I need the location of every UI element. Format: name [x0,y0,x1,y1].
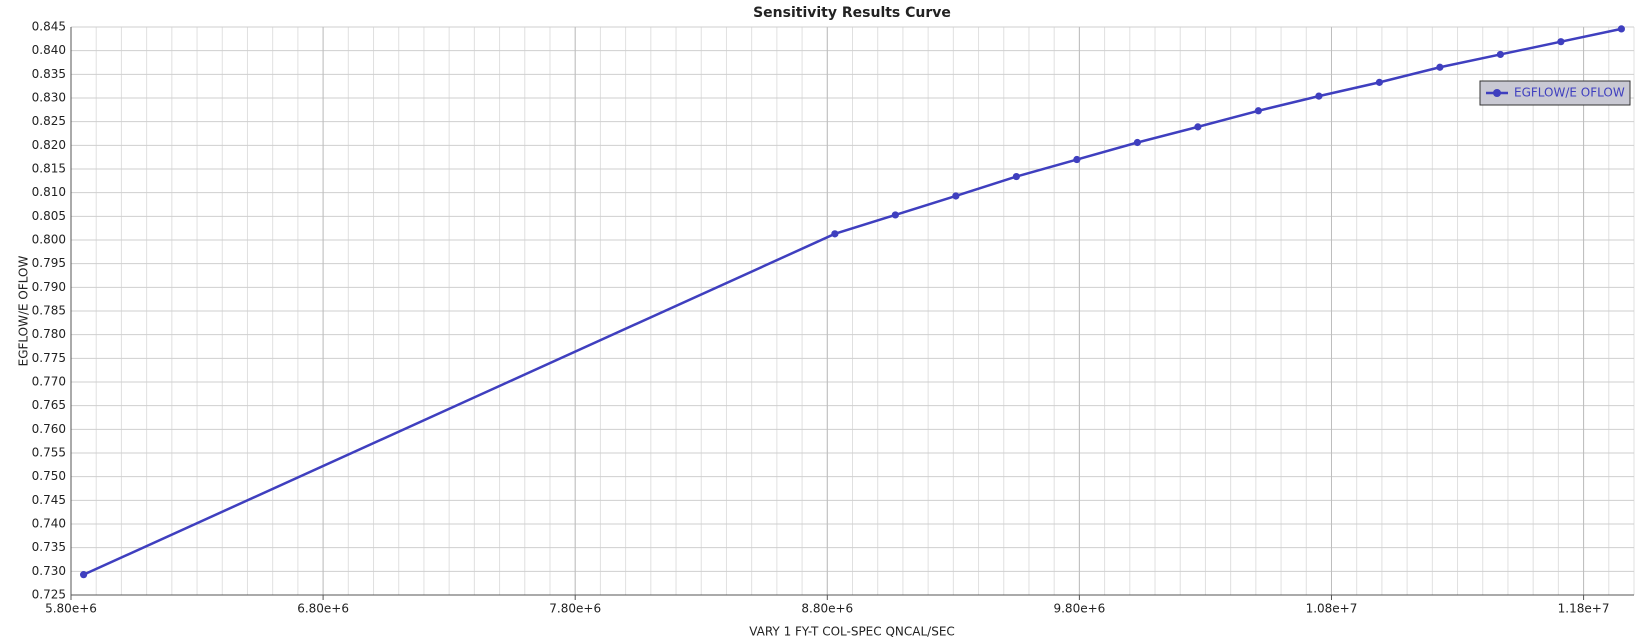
y-tick-label: 0.765 [32,398,66,412]
legend-box [1479,80,1631,106]
y-tick-label: 0.805 [32,209,66,223]
y-tick-label: 0.785 [32,304,66,318]
x-tick-label: 6.80e+6 [297,602,349,616]
y-tick-label: 0.775 [32,351,66,365]
y-tick-label: 0.725 [32,588,66,602]
data-point [891,211,899,219]
y-tick-label: 0.830 [32,91,66,105]
y-tick-label: 0.845 [32,20,66,34]
y-tick-label: 0.800 [32,233,66,247]
data-point [80,571,88,579]
data-point [1436,63,1444,71]
data-point [1012,172,1020,181]
data-point [1254,107,1262,115]
y-tick-label: 0.750 [32,469,66,483]
legend-label: EGFLOW/E OFLOW [1514,86,1625,100]
y-tick-label: 0.735 [32,540,66,554]
x-tick-label: 8.80e+6 [801,602,853,616]
data-point [1073,155,1081,164]
y-tick-label: 0.780 [32,327,66,341]
y-tick-label: 0.740 [32,517,66,531]
x-axis-label: VARY 1 FY-T COL-SPEC QNCAL/SEC [749,625,955,639]
x-tick-label: 7.80e+6 [549,602,601,616]
data-point [831,230,839,238]
x-tick-label: 1.08e+7 [1306,602,1358,616]
y-tick-label: 0.825 [32,114,66,128]
data-point [1194,123,1202,131]
y-tick-label: 0.755 [32,446,66,460]
y-tick-label: 0.745 [32,493,66,507]
y-tick-label: 0.790 [32,280,66,294]
x-tick-label: 9.80e+6 [1053,602,1105,616]
data-point [1496,50,1504,59]
y-tick-label: 0.835 [32,67,66,81]
y-tick-label: 0.730 [32,564,66,578]
data-point [1557,38,1565,46]
legend-marker [1493,89,1501,97]
data-point [952,192,960,200]
y-tick-label: 0.820 [32,138,66,152]
legend: EGFLOW/E OFLOW [1479,80,1631,106]
y-tick-label: 0.770 [32,375,66,389]
y-tick-label: 0.840 [32,43,66,57]
data-point [1133,138,1141,147]
y-tick-label: 0.815 [32,162,66,176]
y-tick-label: 0.760 [32,422,66,436]
data-point [1375,78,1383,86]
x-tick-label: 5.80e+6 [45,602,97,616]
x-tick-label: 1.18e+7 [1558,602,1610,616]
chart-title: Sensitivity Results Curve [753,5,951,21]
y-tick-label: 0.795 [32,256,66,270]
y-tick-label: 0.810 [32,185,66,199]
y-axis-label: EGFLOW/E OFLOW [17,256,31,367]
data-point [1315,92,1323,100]
data-point [1617,25,1625,33]
